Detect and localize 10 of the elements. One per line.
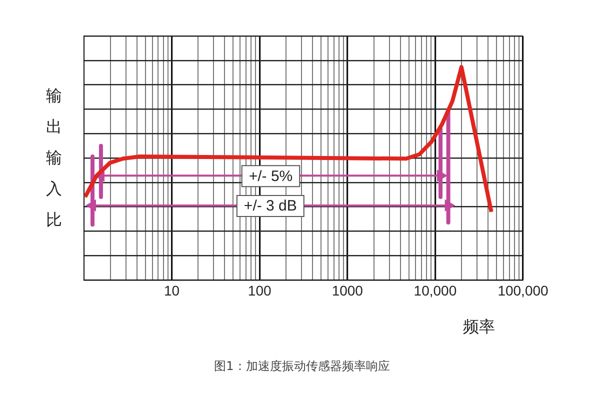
x-tick-label: 1000 bbox=[332, 282, 364, 298]
caption: 图1：加速度振动传感器频率响应 bbox=[213, 358, 391, 375]
y-axis-title: 输出输入比 bbox=[46, 85, 63, 231]
x-tick-label: 100,000 bbox=[498, 282, 549, 298]
x-tick-label: 10 bbox=[164, 282, 180, 298]
series-label: +/- 3 dB bbox=[244, 198, 297, 215]
x-tick-label: 10,000 bbox=[414, 282, 457, 298]
x-tick-label: 100 bbox=[248, 282, 272, 298]
series-label: +/- 5% bbox=[248, 168, 293, 185]
x-axis-title: 频率 bbox=[463, 317, 495, 338]
